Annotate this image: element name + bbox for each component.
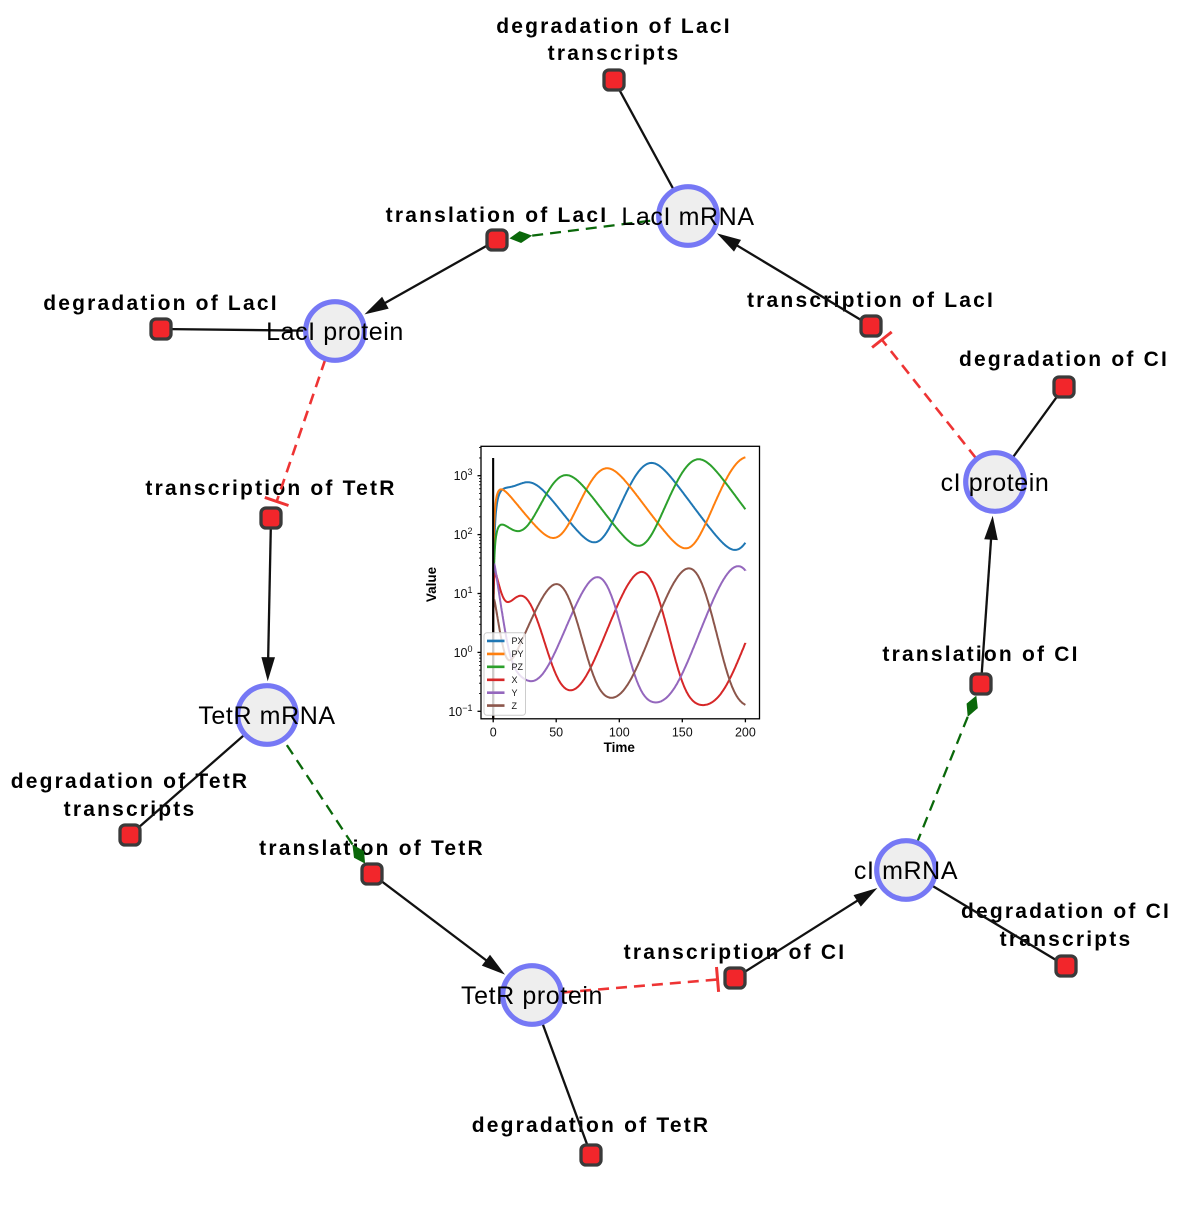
svg-text:transcripts: transcripts [1000, 928, 1133, 951]
svg-text:200: 200 [735, 726, 756, 740]
svg-text:degradation of LacI: degradation of LacI [43, 292, 279, 315]
svg-text:LacI protein: LacI protein [266, 318, 404, 346]
svg-text:X: X [512, 675, 518, 685]
svg-text:translation of LacI: translation of LacI [386, 204, 609, 227]
svg-text:translation of CI: translation of CI [882, 643, 1079, 666]
svg-text:Y: Y [512, 688, 518, 698]
svg-text:translation of TetR: translation of TetR [259, 837, 485, 860]
svg-text:transcription of CI: transcription of CI [624, 941, 847, 964]
svg-text:Time: Time [604, 740, 636, 755]
svg-text:transcription of LacI: transcription of LacI [747, 289, 995, 312]
svg-text:PY: PY [512, 649, 524, 659]
svg-text:TetR mRNA: TetR mRNA [198, 702, 335, 730]
svg-text:transcripts: transcripts [548, 42, 681, 65]
svg-text:transcripts: transcripts [64, 798, 197, 821]
svg-text:150: 150 [672, 726, 693, 740]
svg-text:cI protein: cI protein [941, 469, 1050, 497]
svg-text:degradation of TetR: degradation of TetR [472, 1114, 711, 1137]
svg-text:Value: Value [424, 566, 439, 602]
svg-text:cI mRNA: cI mRNA [854, 857, 958, 885]
svg-text:100: 100 [609, 726, 630, 740]
svg-text:PX: PX [512, 636, 524, 646]
svg-text:0: 0 [490, 726, 497, 740]
svg-text:Z: Z [512, 701, 518, 711]
svg-text:PZ: PZ [512, 662, 524, 672]
svg-text:50: 50 [549, 726, 563, 740]
svg-text:degradation of LacI: degradation of LacI [496, 15, 732, 38]
svg-text:TetR protein: TetR protein [461, 982, 603, 1010]
svg-text:degradation of TetR: degradation of TetR [11, 770, 250, 793]
svg-text:degradation of CI: degradation of CI [961, 900, 1171, 923]
svg-text:transcription of TetR: transcription of TetR [145, 477, 396, 500]
svg-text:degradation of CI: degradation of CI [959, 348, 1169, 371]
svg-text:LacI mRNA: LacI mRNA [621, 203, 754, 231]
